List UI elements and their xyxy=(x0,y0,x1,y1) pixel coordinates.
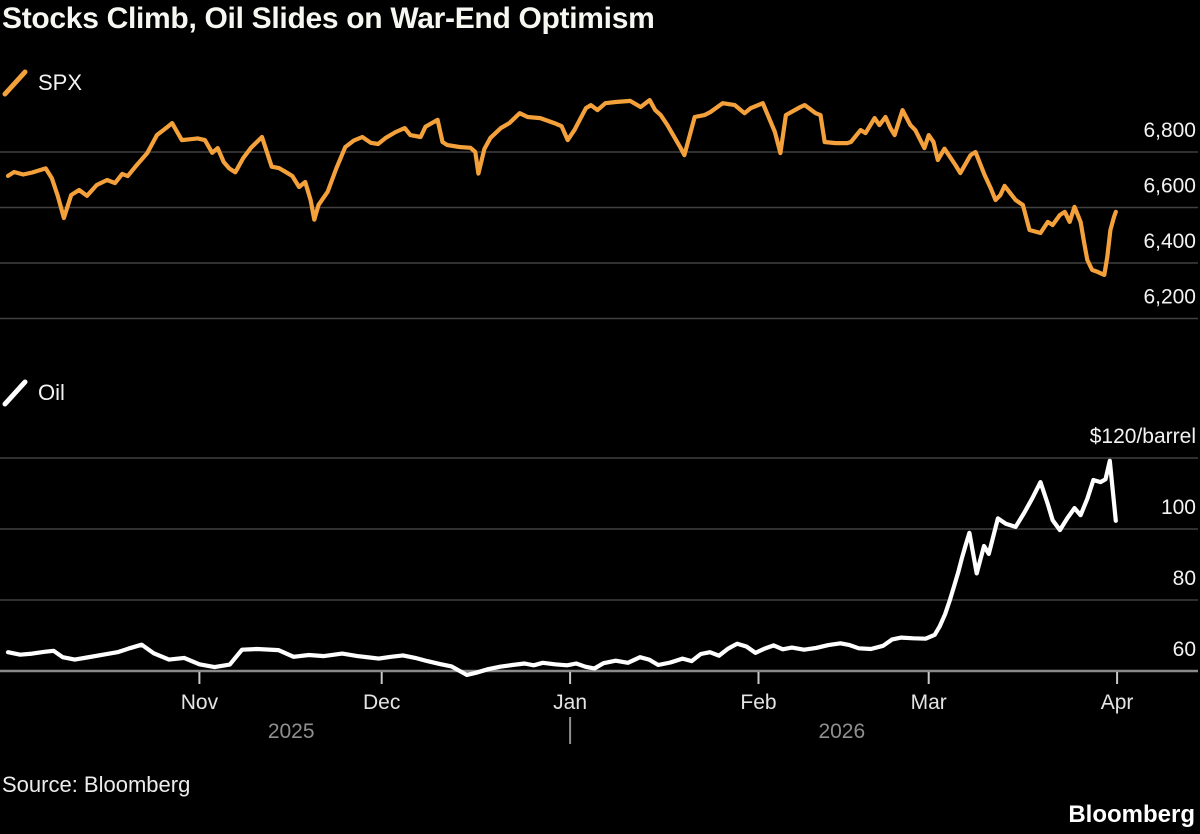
y-tick-label: 6,400 xyxy=(1143,230,1196,253)
y-tick-label: 100 xyxy=(1161,496,1196,519)
y-tick-label: $120/barrel xyxy=(1090,425,1196,448)
month-label-jan: Jan xyxy=(553,691,587,714)
year-label-2026: 2026 xyxy=(818,720,865,743)
legend-spx: SPX xyxy=(2,68,82,98)
bloomberg-logo: Bloomberg xyxy=(1068,801,1195,828)
oil-line-swatch-icon xyxy=(2,379,28,407)
legend-oil-label: Oil xyxy=(38,380,65,405)
month-label-nov: Nov xyxy=(181,691,219,714)
legend-oil: Oil xyxy=(2,378,65,408)
month-label-apr: Apr xyxy=(1101,691,1134,714)
spx-line xyxy=(5,97,1118,277)
month-label-feb: Feb xyxy=(740,691,776,714)
y-tick-label: 6,800 xyxy=(1143,119,1196,142)
y-tick-label: 6,200 xyxy=(1143,286,1196,309)
oil-line xyxy=(5,458,1118,678)
month-label-mar: Mar xyxy=(911,691,947,714)
year-label-2025: 2025 xyxy=(268,720,315,743)
spx-line-swatch-icon xyxy=(2,69,28,97)
chart-title: Stocks Climb, Oil Slides on War-End Opti… xyxy=(2,2,655,35)
y-tick-label: 6,600 xyxy=(1143,175,1196,198)
legend-spx-label: SPX xyxy=(38,70,83,95)
y-tick-label: 60 xyxy=(1173,638,1196,661)
y-tick-label: 80 xyxy=(1173,567,1196,590)
month-label-dec: Dec xyxy=(363,691,400,714)
source-label: Source: Bloomberg xyxy=(2,772,191,797)
